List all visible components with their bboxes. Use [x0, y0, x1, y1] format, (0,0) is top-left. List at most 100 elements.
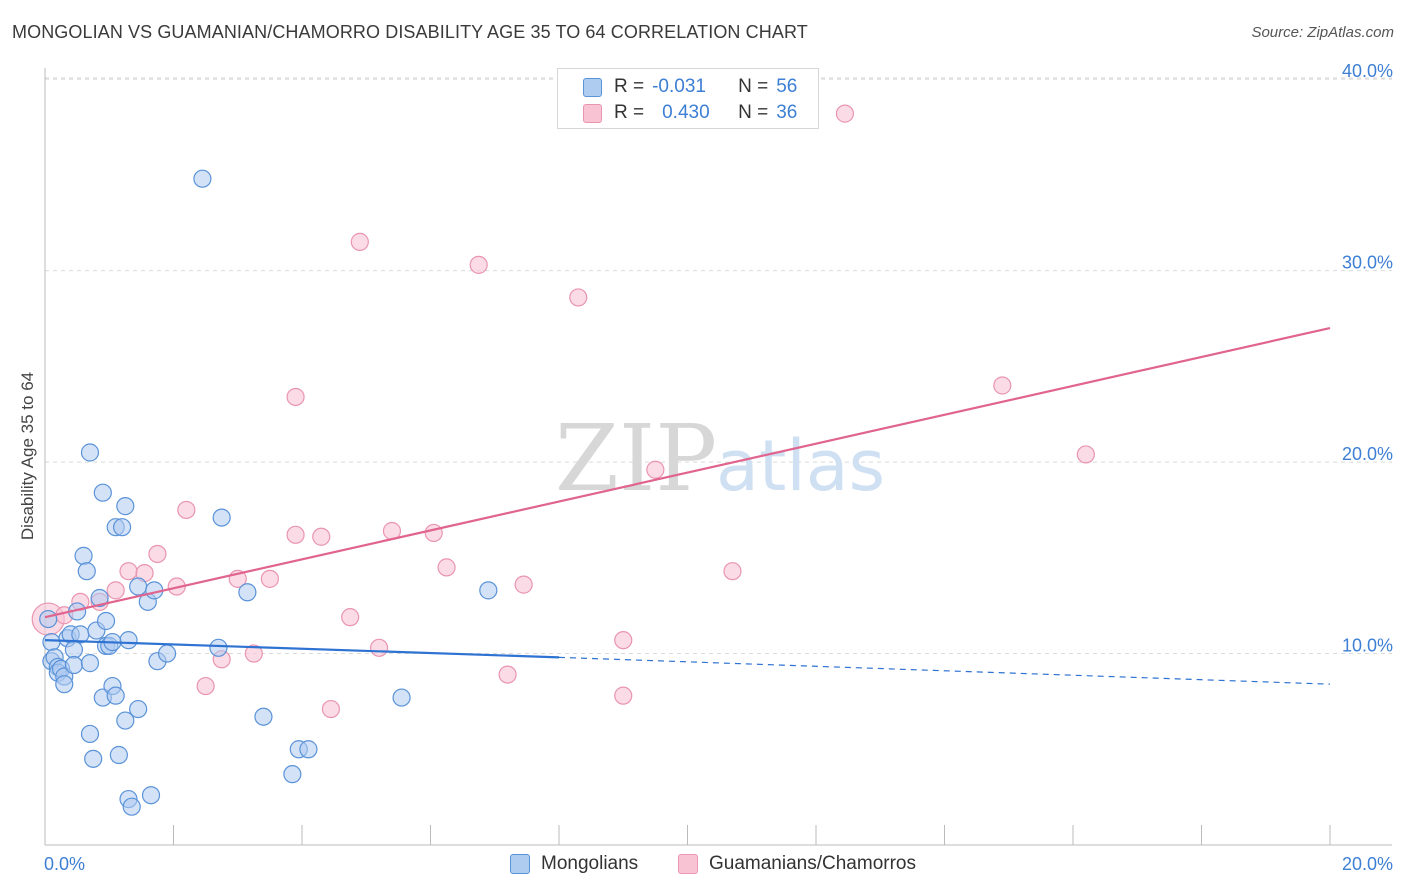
data-point-mongolians [122, 797, 141, 816]
data-point-mongolians [64, 655, 84, 675]
series-guamanians-points [31, 104, 1095, 719]
data-point-guamanians [424, 523, 443, 543]
data-point-guamanians [646, 460, 665, 479]
series-mongolians-points [39, 169, 498, 816]
legend-r-value: -0.031 [652, 76, 706, 97]
data-point-guamanians [321, 699, 341, 719]
source-label: Source: ZipAtlas.com [1251, 24, 1394, 41]
data-point-mongolians [90, 588, 109, 608]
data-point-mongolians [119, 631, 138, 650]
data-point-mongolians [116, 497, 135, 516]
data-point-mongolians [129, 577, 148, 596]
x-tick-label: 20.0% [1342, 854, 1393, 874]
data-point-guamanians [614, 686, 633, 705]
data-point-mongolians [283, 765, 302, 784]
watermark-atlas: atlas [716, 425, 885, 507]
correlation-legend: R = -0.031 N = 56 R = 0.430 N = 36 [557, 68, 819, 129]
bottom-legend-swatch-pink [678, 854, 698, 874]
trend-lines [44, 326, 1331, 685]
watermark: ZIP atlas [555, 405, 885, 512]
data-point-guamanians [119, 562, 138, 581]
data-point-mongolians [238, 583, 257, 602]
grid-lines [45, 77, 1392, 655]
data-point-guamanians [469, 255, 488, 274]
data-point-mongolians [64, 640, 84, 659]
data-point-mongolians [80, 443, 100, 462]
data-point-guamanians [148, 544, 167, 564]
legend-swatch-pink [583, 103, 602, 123]
data-point-guamanians [835, 104, 855, 123]
y-tick-label: 30.0% [1342, 253, 1393, 273]
data-point-mongolians [116, 711, 135, 730]
legend-n-label: N = [738, 76, 769, 97]
data-point-guamanians [437, 558, 456, 577]
legend-n-label: N = [738, 102, 769, 123]
data-point-mongolians [42, 632, 61, 652]
data-point-mongolians [209, 638, 228, 657]
legend-r-value: 0.430 [662, 102, 710, 123]
bottom-legend-label: Guamanians/Chamorros [709, 853, 916, 874]
data-point-mongolians [157, 644, 177, 663]
data-point-mongolians [109, 745, 128, 765]
data-point-mongolians [74, 546, 93, 565]
data-point-guamanians [312, 527, 331, 546]
data-point-guamanians [514, 575, 533, 594]
legend-r-label: R = [614, 102, 645, 123]
watermark-zip: ZIP [555, 405, 717, 512]
y-tick-label: 10.0% [1342, 636, 1393, 656]
legend-n-value: 36 [776, 102, 798, 123]
bottom-legend-swatch-blue [510, 854, 530, 874]
data-point-mongolians [84, 749, 103, 768]
data-point-mongolians [106, 686, 125, 705]
data-point-mongolians [112, 518, 132, 537]
x-tick-label: 0.0% [44, 854, 85, 874]
data-point-guamanians [569, 288, 588, 307]
data-point-mongolians [129, 699, 148, 719]
data-point-mongolians [93, 483, 112, 502]
tick-labels: 10.0% 20.0% 30.0% 40.0% 0.0% 20.0% [44, 61, 1393, 874]
data-point-guamanians [1076, 445, 1095, 464]
data-point-guamanians [286, 387, 305, 407]
data-point-guamanians [286, 525, 305, 544]
data-point-guamanians [177, 500, 196, 520]
data-point-guamanians [350, 232, 369, 251]
chart-title: MONGOLIAN VS GUAMANIAN/CHAMORRO DISABILI… [12, 22, 808, 42]
bottom-legend-guamanians: Guamanians/Chamorros [678, 852, 916, 876]
y-tick-label: 40.0% [1342, 61, 1393, 81]
data-point-mongolians [96, 611, 116, 631]
data-point-guamanians [614, 631, 633, 650]
bottom-legend-label: Mongolians [541, 853, 639, 874]
data-point-mongolians [55, 675, 74, 694]
data-point-guamanians [260, 569, 279, 588]
y-axis-label: Disability Age 35 to 64 [18, 371, 37, 541]
trend-line-mongolians [44, 639, 560, 659]
data-point-guamanians [341, 608, 360, 627]
data-point-guamanians [196, 676, 215, 696]
legend-n-value: 56 [776, 76, 798, 97]
trend-line-mongolians-extension [558, 656, 1331, 685]
data-point-mongolians [392, 688, 411, 707]
trend-line-guamanians [44, 326, 1331, 619]
data-point-guamanians [993, 376, 1012, 395]
data-point-mongolians [479, 581, 498, 600]
data-point-guamanians [106, 581, 125, 600]
axes [44, 68, 1392, 846]
data-point-guamanians [244, 644, 263, 663]
legend-r-label: R = [614, 76, 645, 97]
data-point-mongolians [254, 707, 273, 726]
data-point-guamanians [498, 665, 517, 684]
data-point-mongolians [193, 169, 212, 188]
bottom-legend-mongolians: Mongolians [510, 852, 638, 876]
data-point-mongolians [77, 562, 96, 581]
data-point-mongolians [141, 786, 161, 805]
data-point-guamanians [723, 562, 742, 581]
data-point-mongolians [80, 724, 100, 744]
data-point-mongolians [299, 740, 318, 759]
data-point-mongolians [80, 654, 100, 673]
data-point-mongolians [39, 609, 58, 629]
legend-swatch-blue [583, 77, 602, 97]
y-tick-label: 20.0% [1342, 444, 1393, 464]
legend-row-guamanians: R = 0.430 N = 36 [558, 100, 797, 126]
data-point-guamanians [370, 638, 389, 657]
